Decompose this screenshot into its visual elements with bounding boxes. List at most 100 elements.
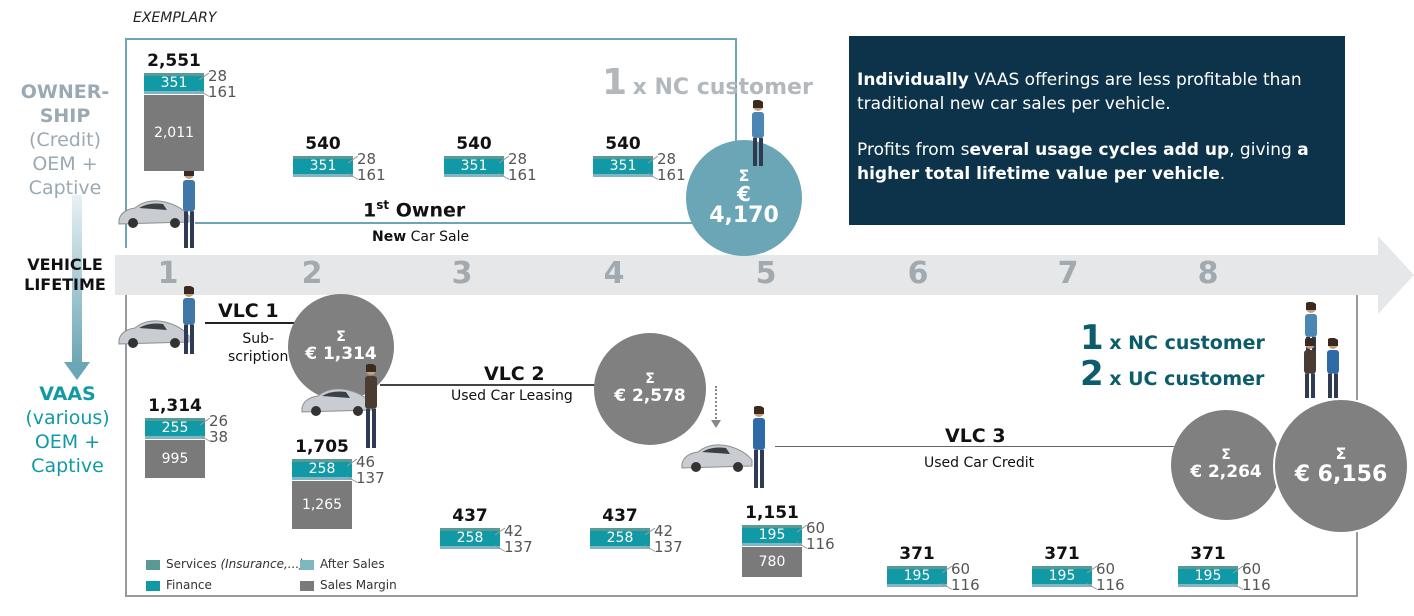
vaas-bar-3-services-segment bbox=[440, 528, 500, 531]
vaas-bar-3-finance-segment: 258 bbox=[440, 531, 500, 546]
vaas-bar-1-after-sales-label: 38 bbox=[209, 428, 229, 446]
exemplary-label: EXEMPLARY bbox=[133, 10, 217, 26]
legend-sales-margin-swatch bbox=[300, 580, 314, 591]
vaas-bar-2-services-segment bbox=[292, 459, 352, 462]
vaas-bar-8-services-segment bbox=[1178, 566, 1238, 569]
vaas-bar-3-stack: 437 258 42 137 bbox=[440, 506, 533, 556]
ownership-bar-3-after-sales-segment bbox=[444, 174, 504, 177]
owner-title-main: 1 bbox=[363, 199, 377, 222]
legend-finance-label: Finance bbox=[166, 578, 212, 592]
ownership-bar-4-services-segment bbox=[593, 156, 653, 159]
legend-finance: Finance bbox=[146, 578, 212, 592]
vaas-line1: VAAS bbox=[39, 383, 96, 405]
vaas-bar-8-after-sales-segment bbox=[1178, 584, 1238, 587]
ownership-bar-3-stack: 540 351 28 161 bbox=[444, 134, 537, 184]
vlc3-title: VLC 3 bbox=[945, 425, 1006, 447]
vaas-bar-1-sales-margin-segment: 995 bbox=[145, 440, 205, 478]
vehicle-lifetime-line1: VEHICLE bbox=[27, 255, 103, 274]
ownership-bar-3-after-sales-label: 161 bbox=[508, 166, 537, 184]
vlc3-sigma: Σ bbox=[1221, 447, 1231, 463]
grand-total-value: € 6,156 bbox=[1294, 461, 1388, 487]
top-euro: € bbox=[737, 182, 751, 206]
uc-customer-count: 2 x UC customer bbox=[1080, 354, 1264, 394]
vlc2-total-value: € 2,578 bbox=[614, 386, 686, 406]
vaas-bar-6-finance-segment: 195 bbox=[887, 569, 947, 584]
vaas-bar-4-total-label: 437 bbox=[602, 506, 638, 526]
ownership-bar-3-finance-segment: 351 bbox=[444, 159, 504, 174]
vlc2-sub: Used Car Leasing bbox=[451, 388, 573, 404]
vlc2-dotted-arrow bbox=[715, 386, 717, 422]
ownership-bar-2-total-label: 540 bbox=[305, 134, 341, 154]
vehicle-lifetime-line2: LIFETIME bbox=[24, 275, 106, 294]
ownership-bar-1-services-label: 28 bbox=[208, 67, 228, 85]
top-customer-count: 1 x NC customer bbox=[602, 62, 813, 103]
vaas-bar-7-services-segment bbox=[1032, 566, 1092, 569]
vaas-bar-3-services-label: 42 bbox=[504, 522, 524, 540]
vaas-bar-8-finance-segment: 195 bbox=[1178, 569, 1238, 584]
vaas-bar-8-stack: 371 195 60 116 bbox=[1178, 544, 1271, 594]
person-icon-top-customer bbox=[747, 99, 769, 168]
vaas-bar-8-total-label: 371 bbox=[1190, 544, 1226, 564]
message-box: Individually VAAS offerings are less pro… bbox=[849, 36, 1345, 225]
message-p2-c: , giving bbox=[1229, 140, 1298, 160]
owner-sub-rest: Car Sale bbox=[406, 229, 470, 245]
vaas-bar-4-after-sales-label: 137 bbox=[654, 538, 683, 556]
owner-sub: New Car Sale bbox=[372, 229, 469, 245]
legend-after-sales-swatch bbox=[300, 559, 314, 570]
year-label-8: 8 bbox=[1197, 256, 1219, 291]
vlc2-total-circle: Σ € 2,578 bbox=[594, 333, 706, 445]
ownership-bar-1-sales-margin-segment: 2,011 bbox=[144, 95, 204, 171]
vaas-bar-4-after-sales-segment bbox=[590, 546, 650, 549]
ownership-line5: Captive bbox=[28, 177, 102, 199]
vaas-bar-5-services-segment bbox=[742, 525, 802, 528]
legend-after-sales: After Sales bbox=[300, 557, 385, 571]
down-arrow-head bbox=[64, 362, 90, 380]
car-icon-vlc1 bbox=[115, 316, 193, 350]
legend-services-label: Services bbox=[166, 557, 217, 571]
message-p1-rest: VAAS offerings are less profitable than … bbox=[857, 70, 1302, 114]
owner-sub-bold: New bbox=[372, 229, 407, 245]
vaas-bar-5-services-label: 60 bbox=[806, 519, 826, 537]
vaas-label: VAAS (various) OEM + Captive bbox=[10, 382, 125, 478]
vaas-bar-6-total-label: 371 bbox=[899, 544, 935, 564]
person-icon-vlc1 bbox=[178, 285, 200, 356]
vaas-bar-7-after-sales-label: 116 bbox=[1096, 576, 1125, 594]
vlc2-sigma: Σ bbox=[645, 371, 655, 387]
top-total-circle: Σ € 4,170 bbox=[686, 140, 802, 256]
vaas-bar-6-stack: 371 195 60 116 bbox=[887, 544, 980, 594]
message-p2-d: a higher total lifetime value per vehicl… bbox=[857, 140, 1309, 184]
ownership-line4: OEM + bbox=[32, 153, 98, 175]
ownership-bar-2-after-sales-label: 161 bbox=[357, 166, 386, 184]
owner-line bbox=[195, 222, 695, 224]
year-label-6: 6 bbox=[907, 256, 929, 291]
ownership-bar-3-total-label: 540 bbox=[456, 134, 492, 154]
vaas-bar-4-services-segment bbox=[590, 528, 650, 531]
vlc3-sub: Used Car Credit bbox=[924, 455, 1035, 471]
person-icon-uc2 bbox=[1322, 337, 1344, 400]
vaas-bar-3-after-sales-label: 137 bbox=[504, 538, 533, 556]
vlc1-total-value: € 1,314 bbox=[305, 344, 377, 364]
year-label-5: 5 bbox=[755, 256, 777, 291]
legend-services: Services (Insurance,...) bbox=[146, 557, 304, 571]
ownership-bar-4-total-label: 540 bbox=[605, 134, 641, 154]
vaas-bar-2-sales-margin-segment: 1,265 bbox=[292, 481, 352, 529]
vaas-bar-5-total-label: 1,151 bbox=[745, 503, 799, 523]
ownership-bar-2-after-sales-segment bbox=[293, 174, 353, 177]
ownership-line1: OWNER- bbox=[20, 81, 110, 103]
vlc3-total-value: € 2,264 bbox=[1190, 462, 1262, 482]
ownership-bar-4-after-sales-segment bbox=[593, 174, 653, 177]
ownership-bar-4-stack: 540 351 28 161 bbox=[593, 134, 686, 184]
vaas-bar-1-stack: 1,314 255 995 26 38 bbox=[145, 396, 228, 478]
vlc1-sub: Sub- scription bbox=[228, 330, 288, 366]
car-icon-vlc3 bbox=[678, 440, 756, 474]
vaas-bar-8-services-label: 60 bbox=[1242, 560, 1262, 578]
message-p2-b: everal usage cycles add up bbox=[969, 140, 1230, 160]
vaas-bar-6-after-sales-segment bbox=[887, 584, 947, 587]
vaas-bar-4-finance-segment: 258 bbox=[590, 531, 650, 546]
owner-title: 1st Owner bbox=[363, 198, 465, 221]
vaas-bar-2-services-label: 46 bbox=[356, 453, 376, 471]
lifetime-arrow-head bbox=[1378, 236, 1414, 314]
ownership-bar-1-after-sales-label: 161 bbox=[208, 83, 237, 101]
vaas-bar-8-after-sales-label: 116 bbox=[1242, 576, 1271, 594]
owner-title-rest: Owner bbox=[389, 199, 466, 222]
